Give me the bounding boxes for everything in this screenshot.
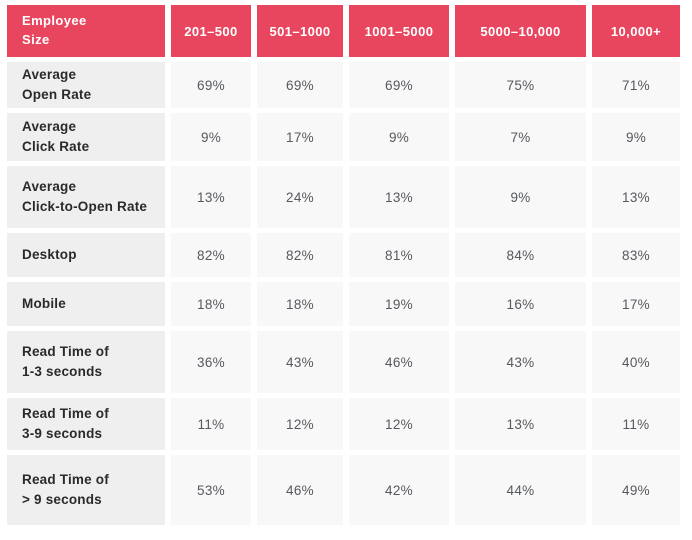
value-cell: 40% [592,331,680,393]
value-cell: 46% [349,331,449,393]
row-label: Read Time of > 9 seconds [7,455,165,525]
value-cell: 71% [592,62,680,108]
value-cell: 12% [257,398,343,450]
value-cell: 17% [257,113,343,161]
row-label: Average Open Rate [7,62,165,108]
value-cell: 82% [171,233,251,277]
value-cell: 83% [592,233,680,277]
row-label: Mobile [7,282,165,326]
value-cell: 9% [592,113,680,161]
employee-size-stats-table: Employee Size 201–500 501–1000 1001–5000… [1,0,686,530]
value-cell: 42% [349,455,449,525]
value-cell: 69% [257,62,343,108]
value-cell: 75% [455,62,586,108]
value-cell: 11% [592,398,680,450]
value-cell: 44% [455,455,586,525]
column-header-1001-5000: 1001–5000 [349,5,449,57]
value-cell: 24% [257,166,343,228]
column-header-5000-10000: 5000–10,000 [455,5,586,57]
table-header-row: Employee Size 201–500 501–1000 1001–5000… [7,5,680,57]
row-label: Average Click-to-Open Rate [7,166,165,228]
value-cell: 43% [455,331,586,393]
table-row-average-click-to-open-rate: Average Click-to-Open Rate 13% 24% 13% 9… [7,166,680,228]
table-row-read-time-1-3-seconds: Read Time of 1-3 seconds 36% 43% 46% 43%… [7,331,680,393]
column-header-10000-plus: 10,000+ [592,5,680,57]
value-cell: 84% [455,233,586,277]
table-row-average-click-rate: Average Click Rate 9% 17% 9% 7% 9% [7,113,680,161]
value-cell: 13% [349,166,449,228]
value-cell: 16% [455,282,586,326]
value-cell: 9% [349,113,449,161]
value-cell: 13% [592,166,680,228]
value-cell: 43% [257,331,343,393]
value-cell: 18% [257,282,343,326]
value-cell: 17% [592,282,680,326]
value-cell: 49% [592,455,680,525]
value-cell: 82% [257,233,343,277]
column-header-501-1000: 501–1000 [257,5,343,57]
value-cell: 69% [349,62,449,108]
value-cell: 53% [171,455,251,525]
value-cell: 9% [171,113,251,161]
value-cell: 18% [171,282,251,326]
value-cell: 11% [171,398,251,450]
table-row-average-open-rate: Average Open Rate 69% 69% 69% 75% 71% [7,62,680,108]
row-label: Average Click Rate [7,113,165,161]
value-cell: 13% [171,166,251,228]
value-cell: 69% [171,62,251,108]
row-label: Read Time of 3-9 seconds [7,398,165,450]
value-cell: 12% [349,398,449,450]
table-row-desktop: Desktop 82% 82% 81% 84% 83% [7,233,680,277]
value-cell: 13% [455,398,586,450]
table-row-mobile: Mobile 18% 18% 19% 16% 17% [7,282,680,326]
column-header-employee-size: Employee Size [7,5,165,57]
value-cell: 19% [349,282,449,326]
table-row-read-time-3-9-seconds: Read Time of 3-9 seconds 11% 12% 12% 13%… [7,398,680,450]
value-cell: 36% [171,331,251,393]
value-cell: 7% [455,113,586,161]
value-cell: 46% [257,455,343,525]
row-label: Read Time of 1-3 seconds [7,331,165,393]
value-cell: 81% [349,233,449,277]
row-label: Desktop [7,233,165,277]
table-row-read-time-over-9-seconds: Read Time of > 9 seconds 53% 46% 42% 44%… [7,455,680,525]
column-header-201-500: 201–500 [171,5,251,57]
value-cell: 9% [455,166,586,228]
